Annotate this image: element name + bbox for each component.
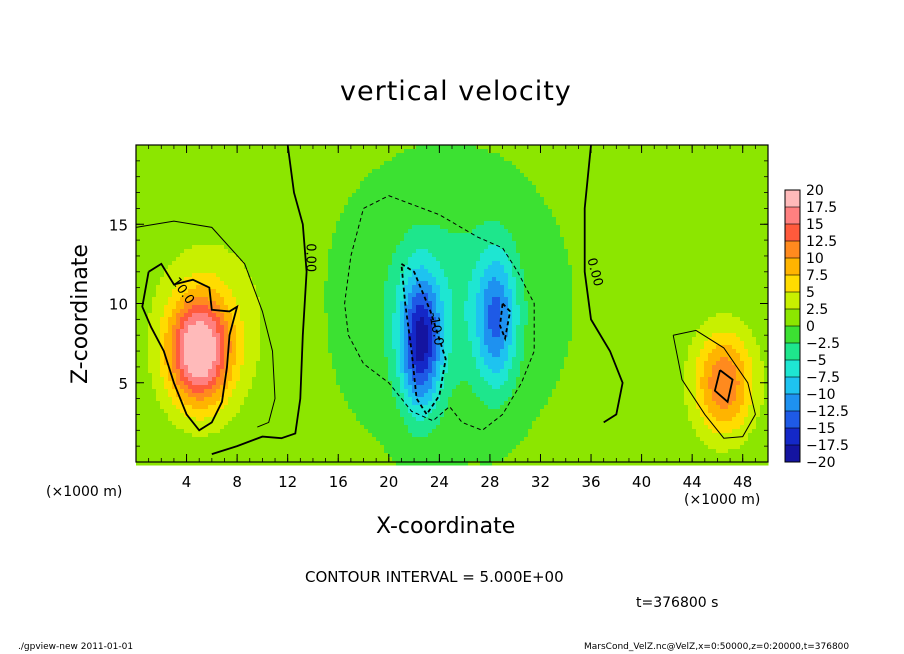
colorbar: 2017.51512.5107.552.50−2.5−5−7.5−10−12.5… [784, 183, 849, 471]
x-unit-left: (×1000 m) [46, 484, 123, 500]
colorbar-label: 20 [806, 183, 824, 199]
colorbar-bin [785, 343, 800, 361]
contour-interval-text: CONTOUR INTERVAL = 5.000E+00 [305, 568, 564, 586]
x-tick-label: 4 [182, 473, 192, 491]
footer-left: ./gpview-new 2011-01-01 [18, 642, 134, 652]
x-tick-label: 16 [329, 473, 348, 491]
footer-right: MarsCond_VelZ.nc@VelZ,x=0:50000,z=0:2000… [584, 642, 850, 652]
x-tick-label: 12 [278, 473, 297, 491]
colorbar-bin [785, 258, 800, 276]
contour-label: 0.00 [303, 243, 318, 272]
colorbar-label: 7.5 [806, 268, 828, 284]
x-tick-label: 20 [379, 473, 398, 491]
x-tick-label: 36 [581, 473, 600, 491]
contour-line [400, 263, 447, 417]
y-axis: 5 10 15 [109, 144, 768, 463]
colorbar-bin [785, 394, 800, 412]
x-tick-label: 8 [232, 473, 242, 491]
colorbar-label: −12.5 [806, 404, 849, 420]
y-tick-label: 5 [118, 375, 128, 393]
contour-line [583, 144, 624, 424]
contour-line [141, 262, 239, 432]
x-unit-right: (×1000 m) [684, 492, 761, 508]
colorbar-label: −17.5 [806, 438, 849, 454]
x-tick-label: 40 [632, 473, 651, 491]
colorbar-bin [785, 445, 800, 463]
colorbar-label: −2.5 [806, 336, 840, 352]
x-tick-label: 32 [531, 473, 550, 491]
colorbar-label: 2.5 [806, 302, 828, 318]
colorbar-bin [785, 275, 800, 293]
contour-line [135, 220, 276, 428]
colorbar-label: 5 [806, 285, 815, 301]
colorbar-bin [785, 377, 800, 395]
colorbar-label: 10 [806, 251, 824, 267]
colorbar-label: 12.5 [806, 234, 837, 250]
contour-line [344, 195, 535, 431]
heatmap-field [136, 145, 769, 466]
colorbar-bin [785, 309, 800, 327]
x-tick-label: 44 [683, 473, 702, 491]
colorbar-bin [785, 207, 800, 225]
colorbar-label: 17.5 [806, 200, 837, 216]
x-tick-label: 28 [480, 473, 499, 491]
y-tick-label: 10 [109, 296, 128, 314]
x-tick-label: 48 [733, 473, 752, 491]
x-axis-label: X-coordinate [376, 514, 516, 539]
colorbar-bin [785, 190, 800, 208]
colorbar-label: 0 [806, 319, 815, 335]
colorbar-bin [785, 241, 800, 259]
colorbar-bin [785, 428, 800, 446]
colorbar-label: −20 [806, 455, 836, 471]
y-axis-label: Z-coordinate [68, 244, 93, 384]
colorbar-bin [785, 360, 800, 378]
x-tick-label: 24 [430, 473, 449, 491]
contour-line [211, 144, 308, 455]
colorbar-bin [785, 326, 800, 344]
contour-line [499, 302, 512, 342]
contour-label: -10.0 [425, 311, 446, 347]
colorbar-label: −5 [806, 353, 827, 369]
colorbar-label: −15 [806, 421, 836, 437]
colorbar-label: −10 [806, 387, 836, 403]
colorbar-label: 15 [806, 217, 824, 233]
colorbar-bin [785, 292, 800, 310]
chart-title: vertical velocity [340, 76, 572, 107]
colorbar-bin [785, 224, 800, 242]
colorbar-bin [785, 411, 800, 429]
contour-line [672, 329, 756, 439]
x-axis: 4 8 12 16 20 24 28 32 36 40 44 48 [135, 145, 769, 491]
y-tick-label: 15 [109, 216, 128, 234]
contour-label: 0.00 [583, 256, 605, 288]
time-label: t=376800 s [636, 595, 719, 611]
colorbar-label: −7.5 [806, 370, 840, 386]
contour-lines [135, 144, 756, 455]
contour-line [713, 369, 734, 404]
